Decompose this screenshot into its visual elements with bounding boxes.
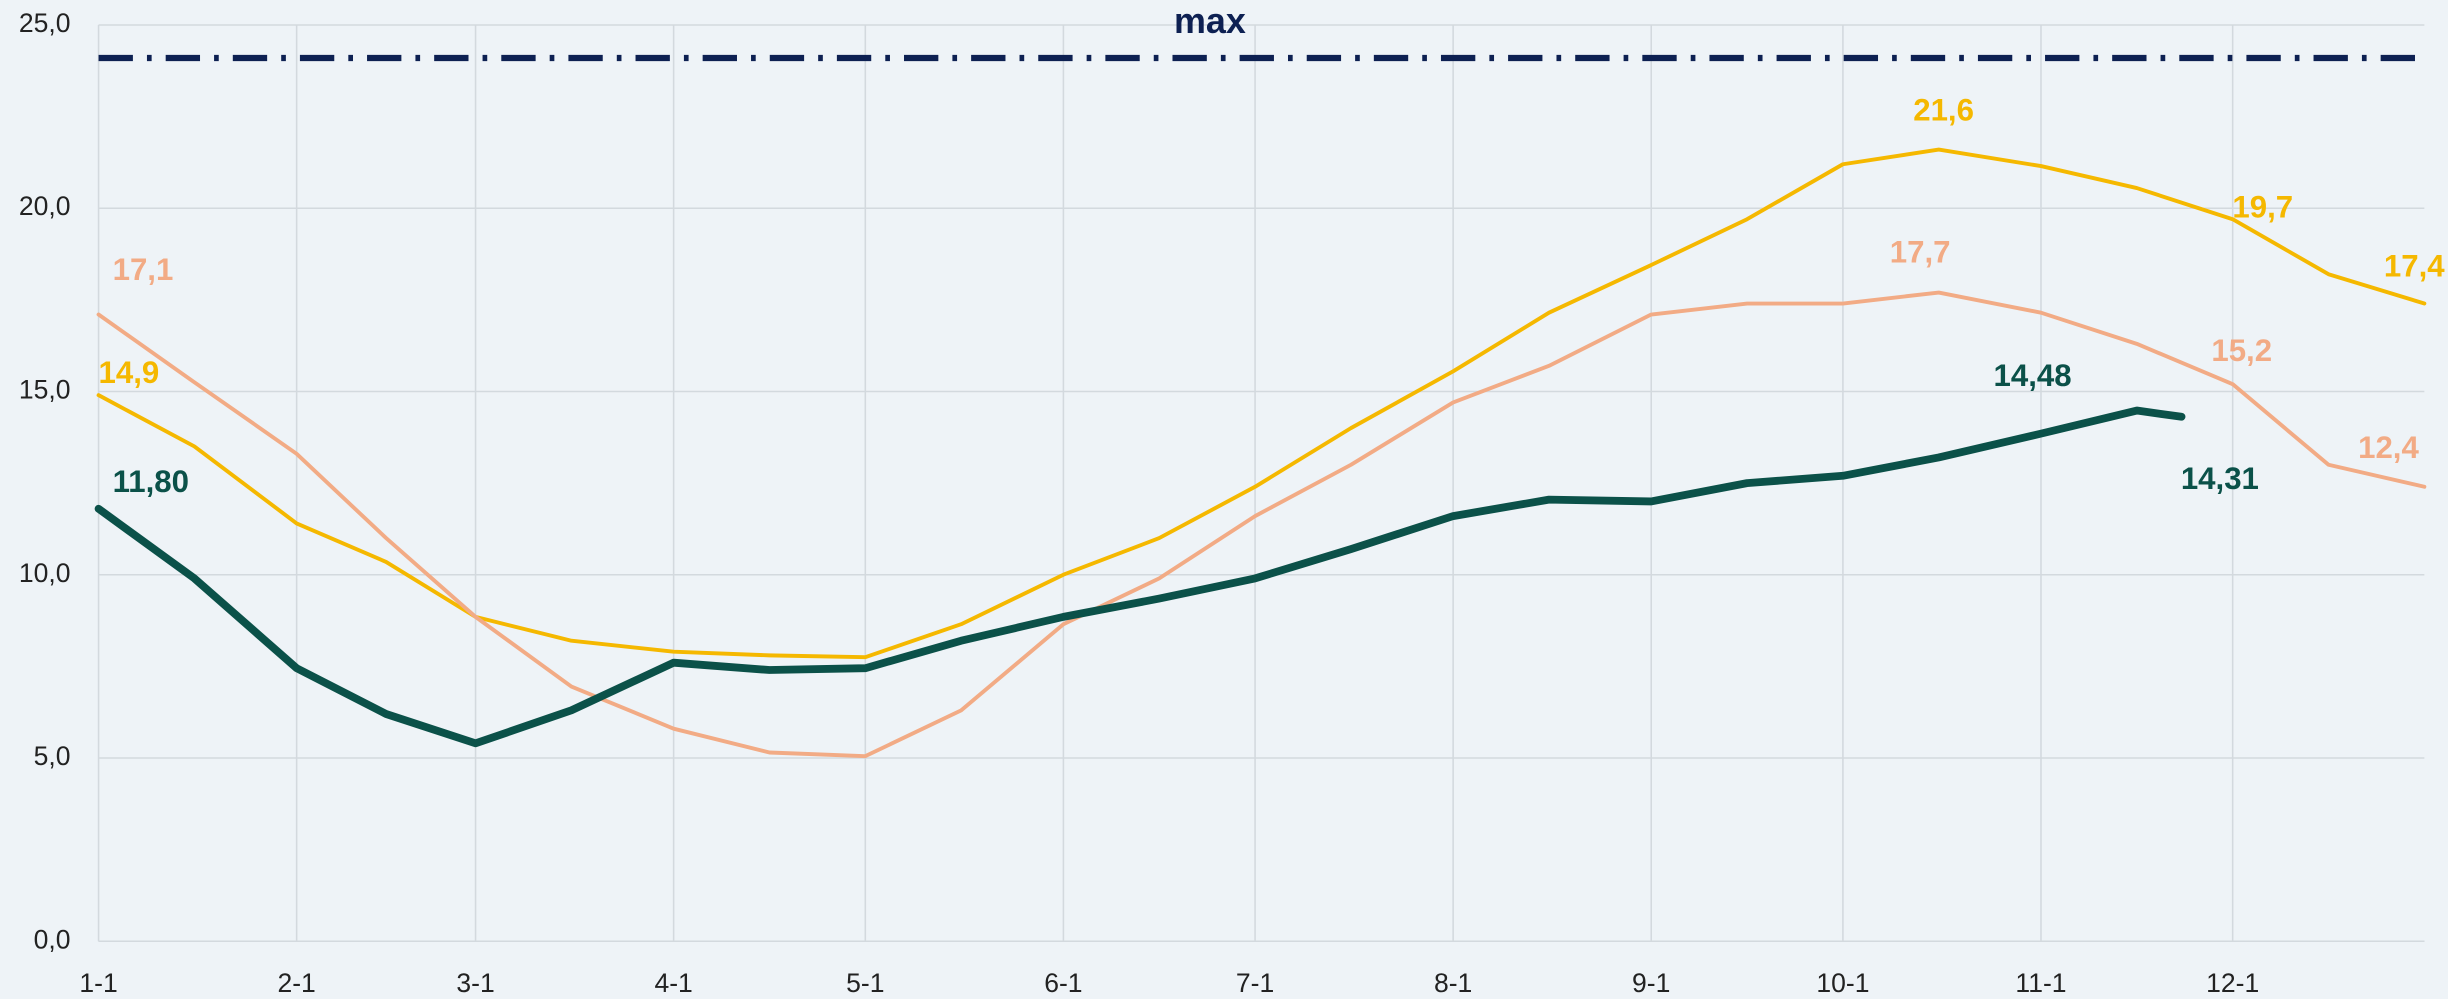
- data-label: 21,6: [1913, 93, 1974, 128]
- x-tick-label: 7-1: [1236, 968, 1274, 998]
- data-label: 17,7: [1890, 235, 1951, 270]
- x-tick-label: 5-1: [846, 968, 884, 998]
- x-tick-label: 3-1: [456, 968, 494, 998]
- y-tick-label: 5,0: [34, 741, 71, 771]
- x-tick-label: 1-1: [79, 968, 117, 998]
- x-tick-label: 10-1: [1816, 968, 1869, 998]
- x-tick-label: 4-1: [654, 968, 692, 998]
- x-tick-label: 12-1: [2206, 968, 2259, 998]
- data-label: 14,48: [1994, 358, 2072, 393]
- y-tick-label: 15,0: [19, 374, 71, 404]
- y-tick-label: 10,0: [19, 558, 71, 588]
- data-label: 17,1: [113, 252, 174, 287]
- x-tick-label: 6-1: [1044, 968, 1082, 998]
- series-line: [94, 406, 2186, 748]
- max-label: max: [1174, 1, 1246, 41]
- x-tick-label: 9-1: [1632, 968, 1670, 998]
- data-label: 14,31: [2181, 461, 2259, 496]
- data-label: 19,7: [2232, 189, 2293, 224]
- data-label: 17,4: [2384, 249, 2445, 284]
- y-tick-label: 20,0: [19, 191, 71, 221]
- data-label: 14,9: [99, 355, 160, 390]
- y-tick-label: 0,0: [34, 924, 71, 954]
- y-tick-label: 25,0: [19, 8, 71, 38]
- data-label: 15,2: [2211, 333, 2272, 368]
- series-line: [96, 290, 2427, 759]
- data-label: 12,4: [2358, 430, 2419, 465]
- x-tick-label: 8-1: [1434, 968, 1472, 998]
- x-tick-label: 2-1: [277, 968, 315, 998]
- x-tick-label: 11-1: [2015, 968, 2066, 998]
- data-label: 11,80: [113, 464, 189, 499]
